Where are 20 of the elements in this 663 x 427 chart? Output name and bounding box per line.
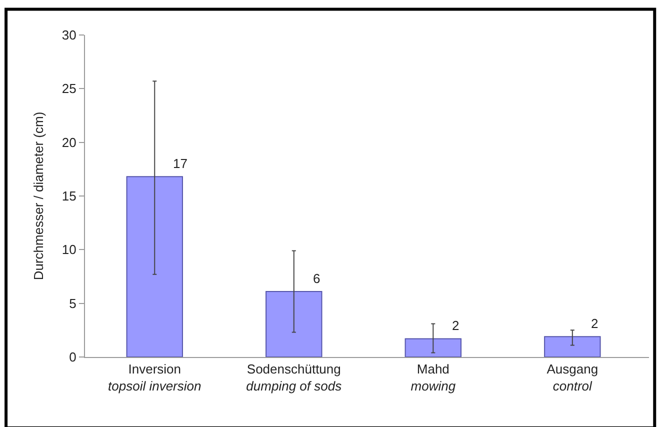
x-tick-label: Ausgang control <box>546 362 598 394</box>
y-tick-label: 15 <box>62 188 76 204</box>
bar <box>126 176 183 357</box>
y-tick-label: 30 <box>62 28 76 43</box>
bar <box>266 291 322 357</box>
y-axis-title: Durchmesser / diameter (cm) <box>30 112 46 280</box>
y-tick-label: 20 <box>62 134 76 150</box>
x-tick-label: Mahd mowing <box>410 362 456 394</box>
x-tick-label: Sodenschüttung dumping of sods <box>246 362 342 394</box>
data-label: 2 <box>591 316 598 331</box>
bar <box>404 338 462 357</box>
data-label: 6 <box>313 271 320 286</box>
y-tick-label: 0 <box>69 350 76 365</box>
y-tick-label: 5 <box>69 296 76 311</box>
x-tick-label: Inversion topsoil inversion <box>108 362 202 394</box>
y-tick-label: 10 <box>62 242 76 258</box>
bar <box>544 336 601 357</box>
data-label: 17 <box>173 156 188 171</box>
y-tick-label: 25 <box>62 81 76 96</box>
data-label: 2 <box>452 318 460 333</box>
